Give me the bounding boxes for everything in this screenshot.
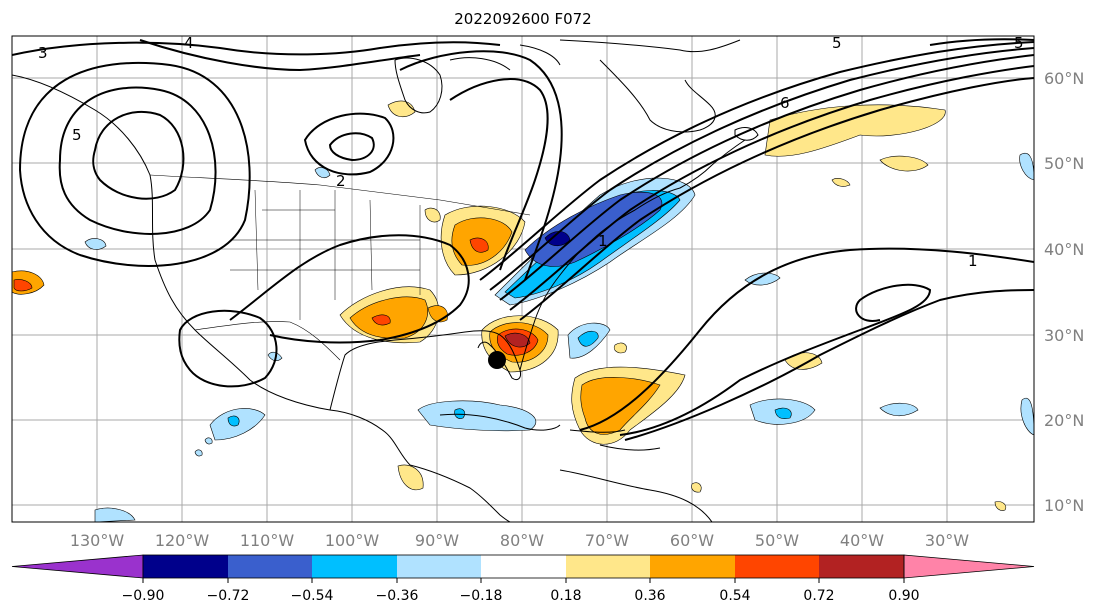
contour-ne-jet-2 [489, 47, 1034, 291]
contour-label: 5 [72, 126, 82, 144]
colorbar-swatch [481, 555, 566, 578]
longitude-label: 40°W [840, 531, 884, 550]
height-contours [12, 38, 1034, 441]
contour-north-arc [12, 41, 501, 56]
colorbar-tick-label: −0.90 [122, 588, 165, 604]
colorbar-outline [142, 554, 905, 579]
longitude-label: 30°W [925, 531, 969, 550]
longitude-label: 90°W [415, 531, 459, 550]
longitude-label: 50°W [755, 531, 799, 550]
colorbar-tick-label: 0.18 [550, 588, 581, 604]
colorbar-tick-label: 0.54 [719, 588, 750, 604]
contour-label: 5 [832, 34, 842, 52]
contour-subtropical [624, 289, 1034, 441]
longitude-label: 100°W [325, 531, 380, 550]
greenland-coast [559, 39, 741, 53]
colorbar-tick-label: 0.90 [888, 588, 919, 604]
colorbar-swatch [11, 554, 144, 579]
longitude-label: 70°W [585, 531, 629, 550]
caribbean-islands [439, 413, 661, 451]
contour-southern-us [229, 234, 470, 344]
newfoundland [734, 127, 759, 141]
longitude-label: 60°W [670, 531, 714, 550]
state-borders [230, 189, 421, 320]
contour-label: 6 [780, 94, 790, 112]
colorbar-swatch [143, 555, 228, 578]
contour-canada-loop-2 [399, 50, 563, 281]
latitude-label: 50°N [1044, 154, 1084, 173]
south-america-coast [559, 469, 713, 522]
contour-atlantic-loop [619, 283, 932, 436]
longitude-label: 80°W [500, 531, 544, 550]
colorbar-swatch [735, 555, 819, 578]
longitude-label: 130°W [70, 531, 125, 550]
colorbar-tick-label: −0.36 [376, 588, 419, 604]
longitude-label: 110°W [240, 531, 295, 550]
contour-ne-jet-4 [509, 65, 1034, 311]
plot-frame [11, 35, 1035, 523]
contour-label: 3 [38, 44, 48, 62]
us-mexico-border [194, 321, 341, 361]
central-america [409, 464, 511, 522]
colorbar-tick-label: 0.36 [634, 588, 665, 604]
colorbar-tick-label: −0.54 [291, 588, 334, 604]
positive-anomaly-atlantic-small [879, 155, 929, 172]
colorbar-swatch [819, 555, 904, 578]
colorbar-swatch [903, 554, 1035, 579]
colorbar-swatch [650, 555, 735, 578]
contour-ne-jet-5 [519, 77, 1034, 321]
colorbar-tick-label: −0.18 [460, 588, 503, 604]
contour-central-low-2 [328, 132, 375, 162]
colorbar-swatch [228, 555, 312, 578]
contour-label: 1 [968, 252, 978, 270]
contour-label: 5 [1014, 34, 1024, 52]
colorbar-swatch [397, 555, 481, 578]
longitude-labels: 130°W 120°W 110°W 100°W 90°W 80°W 70°W 60°W 50°W… [70, 531, 969, 550]
contour-label: 2 [336, 172, 346, 190]
colorbar-tick-label: 0.72 [803, 588, 834, 604]
arctic-islands [449, 44, 561, 71]
contour-central-low [303, 112, 395, 176]
hudson-bay [394, 57, 443, 114]
contour-east-arc [929, 38, 1034, 46]
canada-coast [599, 59, 716, 133]
colorbar [11, 554, 1035, 579]
latitude-labels: 10°N 20°N 30°N 40°N 50°N 60°N [1044, 69, 1084, 515]
latitude-label: 20°N [1044, 411, 1084, 430]
us-canada-border [149, 174, 531, 216]
contour-label: 1 [598, 232, 608, 250]
colorbar-ticks: −0.90 −0.72 −0.54 −0.36 −0.18 0.18 0.36 0.54 0.7… [122, 578, 920, 604]
contour-canada-loop [449, 78, 549, 271]
latitude-label: 60°N [1044, 69, 1084, 88]
contour-ne-jet-3 [479, 41, 1034, 281]
contour-atlantic-low [579, 247, 1034, 431]
contour-west-low [92, 110, 185, 200]
colorbar-swatch [566, 555, 650, 578]
contour-west-low-2 [58, 86, 217, 235]
map-title: 2022092600 F072 [454, 10, 592, 28]
contour-ne-jet-1 [499, 54, 1034, 301]
contour-labels: 3 4 5 6 2 1 1 5 5 [38, 34, 1024, 270]
latitude-label: 10°N [1044, 496, 1084, 515]
contour-south-loop [178, 309, 278, 388]
contour-label: 4 [184, 34, 194, 52]
latitude-label: 40°N [1044, 240, 1084, 259]
colorbar-swatch [312, 555, 397, 578]
longitude-label: 120°W [155, 531, 210, 550]
contour-west-low-3 [18, 61, 251, 267]
latitude-label: 30°N [1044, 326, 1084, 345]
colorbar-tick-label: −0.72 [207, 588, 250, 604]
storm-center-dot [488, 351, 506, 369]
contour-north-arc-2 [139, 39, 421, 72]
positive-anomaly-ne-atlantic [764, 104, 946, 157]
